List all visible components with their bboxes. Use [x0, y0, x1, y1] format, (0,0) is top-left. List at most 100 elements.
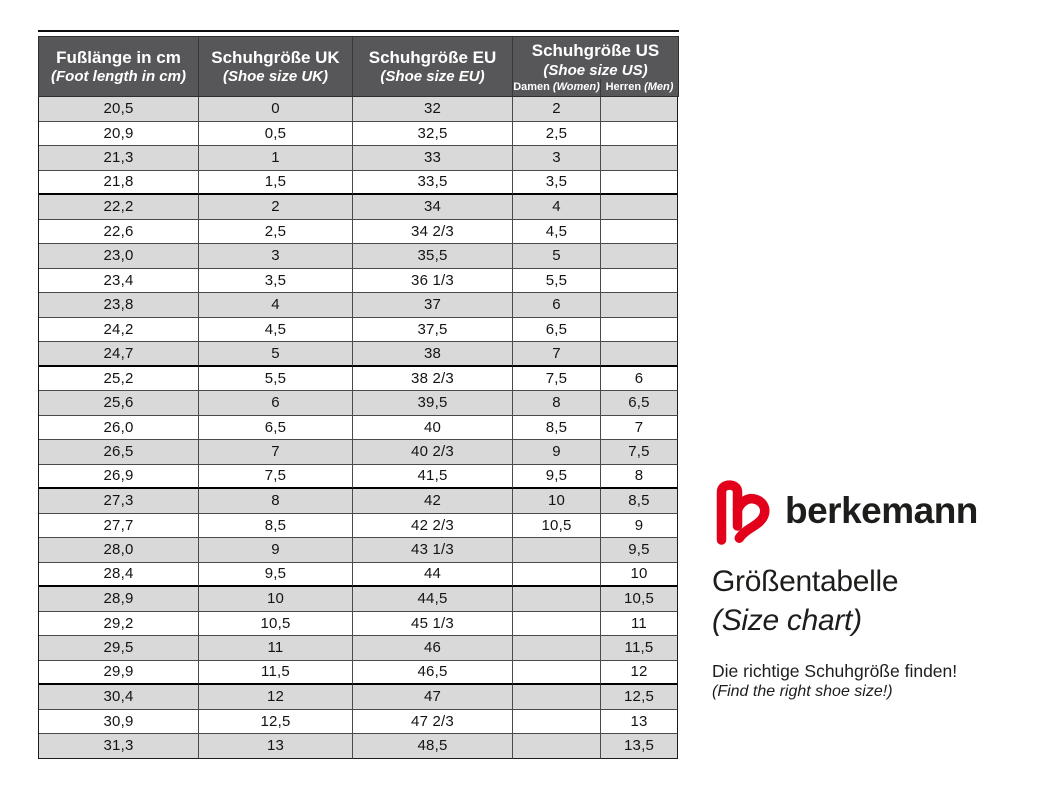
table-cell: 1 [199, 146, 353, 171]
table-cell: 8,5 [513, 415, 601, 440]
table-cell: 23,4 [39, 268, 199, 293]
table-cell: 12,5 [601, 685, 678, 710]
table-cell: 9,5 [601, 538, 678, 563]
table-cell: 6 [199, 391, 353, 416]
table-cell: 12 [601, 660, 678, 685]
table-cell [601, 170, 678, 195]
table-cell: 8,5 [601, 489, 678, 514]
table-cell: 32 [353, 97, 513, 122]
table-cell: 27,7 [39, 513, 199, 538]
table-cell [513, 538, 601, 563]
table-cell: 24,7 [39, 342, 199, 367]
table-cell [601, 195, 678, 220]
table-cell: 37 [353, 293, 513, 318]
table-cell: 4,5 [513, 219, 601, 244]
table-cell: 5,5 [513, 268, 601, 293]
column-header-sublabel: (Foot length in cm) [51, 68, 186, 86]
table-cell: 38 2/3 [353, 366, 513, 391]
table-cell: 10 [513, 489, 601, 514]
subcolumn-header-herren: Herren (Men) [601, 79, 678, 96]
table-cell: 6,5 [513, 317, 601, 342]
table-cell: 3 [199, 244, 353, 269]
table-cell [601, 342, 678, 367]
table-cell [601, 219, 678, 244]
table-cell [513, 734, 601, 759]
berkemann-logo-icon [716, 480, 770, 545]
table-cell: 7 [601, 415, 678, 440]
table-cell: 29,9 [39, 660, 199, 685]
table-cell [601, 293, 678, 318]
table-cell: 7 [199, 440, 353, 465]
column-header-label: Fußlänge in cm [56, 47, 181, 67]
table-cell: 42 2/3 [353, 513, 513, 538]
brand-name: berkemann [785, 489, 978, 531]
column-header-sublabel: (Shoe size US) [543, 61, 648, 79]
table-cell: 10,5 [513, 513, 601, 538]
table-cell: 5 [199, 342, 353, 367]
table-cell: 40 [353, 415, 513, 440]
table-cell: 21,3 [39, 146, 199, 171]
table-cell: 20,9 [39, 121, 199, 146]
table-cell [513, 611, 601, 636]
table-cell [601, 97, 678, 122]
table-cell: 45 1/3 [353, 611, 513, 636]
table-cell: 35,5 [353, 244, 513, 269]
table-cell [601, 146, 678, 171]
table-cell [513, 709, 601, 734]
column-header-label: Schuhgröße UK [211, 47, 340, 67]
subcolumn-label: Herren [605, 80, 642, 93]
table-cell: 47 2/3 [353, 709, 513, 734]
table-cell [601, 317, 678, 342]
table-cell: 24,2 [39, 317, 199, 342]
table-cell: 8 [199, 489, 353, 514]
table-cell: 3,5 [513, 170, 601, 195]
column-header-us: Schuhgröße US (Shoe size US) [513, 37, 678, 79]
table-cell: 25,6 [39, 391, 199, 416]
table-cell: 40 2/3 [353, 440, 513, 465]
table-cell: 10 [601, 562, 678, 587]
subcolumn-sublabel: (Men) [644, 80, 674, 93]
table-cell: 12 [199, 685, 353, 710]
table-cell: 32,5 [353, 121, 513, 146]
brand-row: berkemann [712, 477, 1032, 547]
table-cell: 6 [513, 293, 601, 318]
table-cell: 11,5 [199, 660, 353, 685]
table-cell: 10,5 [199, 611, 353, 636]
table-cell: 6 [601, 366, 678, 391]
table-cell: 43 1/3 [353, 538, 513, 563]
table-cell: 23,8 [39, 293, 199, 318]
table-cell: 23,0 [39, 244, 199, 269]
table-cell: 13 [199, 734, 353, 759]
table-cell: 41,5 [353, 464, 513, 489]
table-cell: 29,5 [39, 636, 199, 661]
table-cell: 31,3 [39, 734, 199, 759]
table-cell: 44,5 [353, 587, 513, 612]
table-cell: 5,5 [199, 366, 353, 391]
table-cell: 12,5 [199, 709, 353, 734]
column-header-eu: Schuhgröße EU (Shoe size EU) [353, 37, 513, 96]
table-cell: 3,5 [199, 268, 353, 293]
table-cell [513, 685, 601, 710]
table-cell: 7 [513, 342, 601, 367]
table-cell: 13,5 [601, 734, 678, 759]
table-top-rule [38, 30, 679, 32]
table-cell: 22,2 [39, 195, 199, 220]
table-cell [601, 244, 678, 269]
branding-block: berkemann Größentabelle (Size chart) Die… [712, 477, 1032, 702]
table-cell: 34 [353, 195, 513, 220]
table-header: Fußlänge in cm (Foot length in cm) Schuh… [38, 36, 679, 97]
tagline: Die richtige Schuhgröße finden! [712, 660, 958, 681]
table-cell: 1,5 [199, 170, 353, 195]
table-cell: 44 [353, 562, 513, 587]
table-cell [601, 268, 678, 293]
table-cell: 25,2 [39, 366, 199, 391]
table-cell: 8,5 [199, 513, 353, 538]
subcolumn-sublabel: (Women) [552, 80, 600, 93]
table-cell: 8 [601, 464, 678, 489]
table-cell: 27,3 [39, 489, 199, 514]
table-cell: 9 [199, 538, 353, 563]
table-cell: 46 [353, 636, 513, 661]
table-cell: 9,5 [199, 562, 353, 587]
table-cell: 34 2/3 [353, 219, 513, 244]
size-table: Fußlänge in cm (Foot length in cm) Schuh… [38, 30, 679, 759]
